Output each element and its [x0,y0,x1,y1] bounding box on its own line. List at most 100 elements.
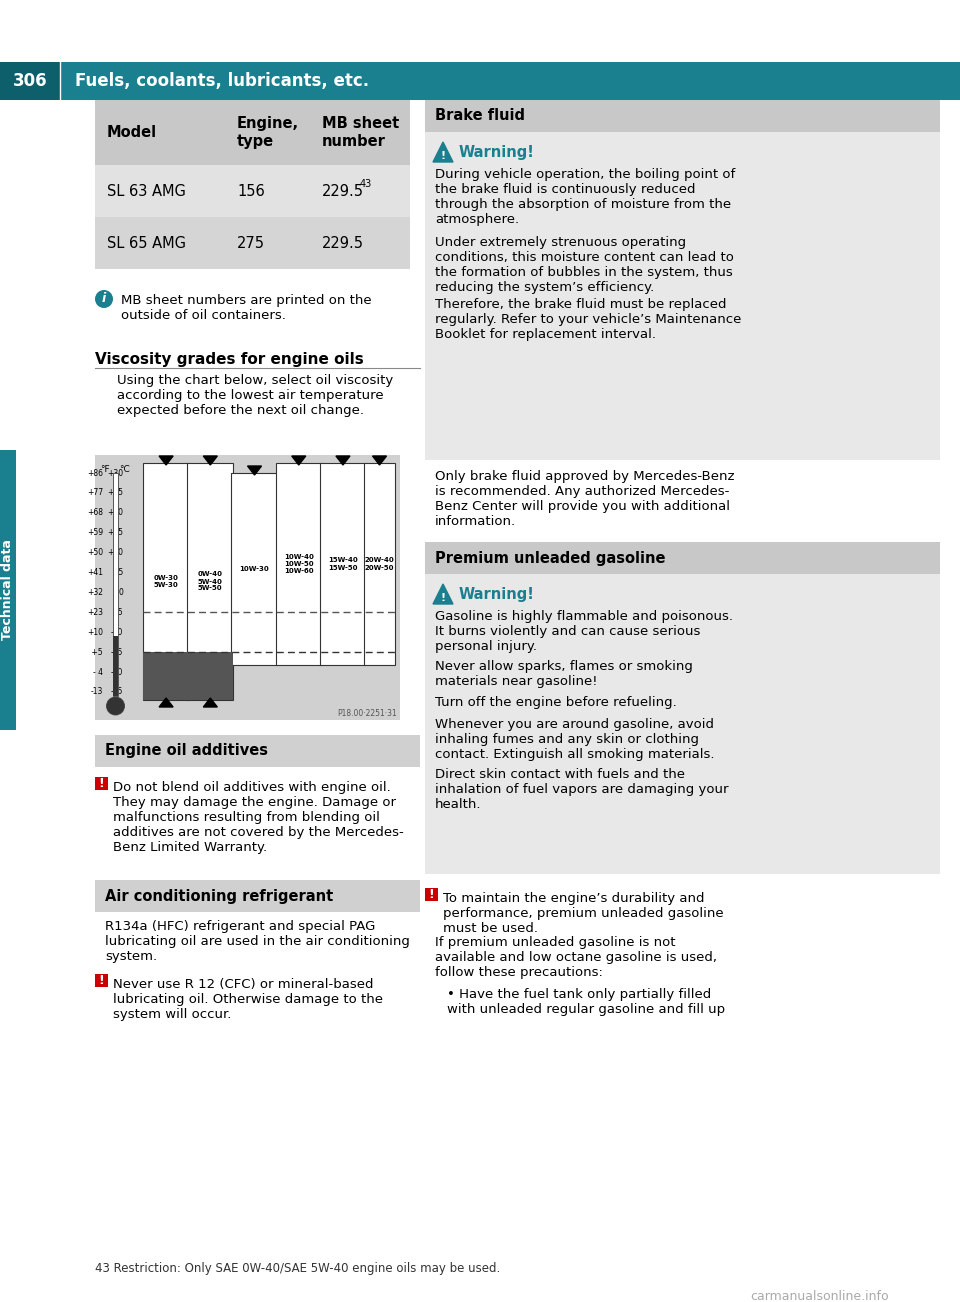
Text: +15: +15 [107,529,123,538]
Text: i: i [102,293,107,306]
Text: To maintain the engine’s durability and
performance, premium unleaded gasoline
m: To maintain the engine’s durability and … [443,892,724,935]
Text: R134a (HFC) refrigerant and special PAG
lubricating oil are used in the air cond: R134a (HFC) refrigerant and special PAG … [105,921,410,963]
Text: Brake fluid: Brake fluid [435,108,525,124]
Polygon shape [248,466,261,475]
Circle shape [107,697,125,715]
Text: !: ! [441,151,445,161]
Text: P18.00·2251·31: P18.00·2251·31 [337,710,397,717]
Polygon shape [159,456,173,465]
Text: +77: +77 [86,488,103,497]
Text: Only brake fluid approved by Mercedes-Benz
is recommended. Any authorized Merced: Only brake fluid approved by Mercedes-Be… [435,470,734,529]
Bar [95,880,420,911]
Circle shape [95,290,113,309]
Text: Never use R 12 (CFC) or mineral-based
lubricating oil. Otherwise damage to the
s: Never use R 12 (CFC) or mineral-based lu… [113,978,383,1021]
Text: +50: +50 [86,548,103,557]
Bar [0,62,960,100]
Bar [95,974,108,987]
Text: !: ! [99,974,105,987]
Text: 10W-30: 10W-30 [240,566,270,572]
Bar [187,464,233,700]
Text: 229.5: 229.5 [322,236,364,250]
Bar [95,454,400,720]
Polygon shape [292,456,305,465]
Text: Under extremely strenuous operating
conditions, this moisture content can lead t: Under extremely strenuous operating cond… [435,236,733,294]
Polygon shape [159,698,173,707]
Text: +10: +10 [87,628,103,637]
Text: !: ! [99,777,105,790]
Text: 43 Restriction: Only SAE 0W-40/SAE 5W-40 engine oils may be used.: 43 Restriction: Only SAE 0W-40/SAE 5W-40… [95,1262,500,1275]
Bar [95,736,420,767]
Polygon shape [433,585,453,604]
Text: °F: °F [100,465,109,474]
Text: Whenever you are around gasoline, avoid
inhaling fumes and any skin or clothing
: Whenever you are around gasoline, avoid … [435,717,714,760]
Bar [425,132,940,460]
Text: If premium unleaded gasoline is not
available and low octane gasoline is used,
f: If premium unleaded gasoline is not avai… [435,936,717,979]
Text: Turn off the engine before refueling.: Turn off the engine before refueling. [435,697,677,710]
Text: -20: -20 [110,668,123,677]
Text: 20W-40
20W-50: 20W-40 20W-50 [365,557,395,570]
Text: MB sheet numbers are printed on the
outside of oil containers.: MB sheet numbers are printed on the outs… [121,294,372,322]
Bar [231,473,277,665]
Text: 229.5: 229.5 [322,184,364,198]
Text: Engine oil additives: Engine oil additives [105,743,268,759]
Text: +59: +59 [86,529,103,538]
Text: During vehicle operation, the boiling point of
the brake fluid is continuously r: During vehicle operation, the boiling po… [435,168,735,227]
Text: Gasoline is highly flammable and poisonous.
It burns violently and can cause ser: Gasoline is highly flammable and poisono… [435,611,733,654]
Bar [113,637,118,697]
Text: +20: +20 [107,508,123,517]
Bar [187,652,233,700]
Bar [320,464,366,665]
Text: Warning!: Warning! [459,145,535,160]
Text: +5: +5 [111,568,123,577]
Polygon shape [204,698,217,707]
Text: +30: +30 [107,469,123,478]
Bar [143,652,189,700]
Text: +25: +25 [107,488,123,497]
Polygon shape [372,456,387,465]
Text: 43: 43 [360,178,372,189]
Text: Fuels, coolants, lubricants, etc.: Fuels, coolants, lubricants, etc. [75,72,370,90]
Text: Warning!: Warning! [459,586,535,602]
Bar [95,165,410,217]
Text: Technical data: Technical data [2,539,14,641]
Text: -13: -13 [90,687,103,697]
Text: +41: +41 [87,568,103,577]
Text: !: ! [441,592,445,603]
Text: +10: +10 [107,548,123,557]
Bar [425,574,940,874]
Text: Therefore, the brake fluid must be replaced
regularly. Refer to your vehicle’s M: Therefore, the brake fluid must be repla… [435,298,741,341]
Bar [276,464,322,665]
Bar [425,888,438,901]
Circle shape [107,697,125,715]
Text: +68: +68 [87,508,103,517]
Text: • Have the fuel tank only partially filled
with unleaded regular gasoline and fi: • Have the fuel tank only partially fill… [447,988,725,1016]
Bar [95,777,108,790]
Text: carmanualsonline.info: carmanualsonline.info [750,1290,889,1302]
Text: 0W-30
5W-30: 0W-30 5W-30 [154,575,179,589]
Text: MB sheet
number: MB sheet number [322,116,399,148]
Text: SL 63 AMG: SL 63 AMG [107,184,186,198]
Text: 306: 306 [12,72,47,90]
Text: Premium unleaded gasoline: Premium unleaded gasoline [435,551,665,565]
Bar [425,100,940,132]
Polygon shape [433,142,453,161]
Text: -5: -5 [115,608,123,617]
Text: +86: +86 [87,469,103,478]
Text: !: ! [428,888,434,901]
Text: 15W-40
15W-50: 15W-40 15W-50 [328,557,358,570]
Text: +32: +32 [87,589,103,596]
Text: 0W-40
5W-40
5W-50: 0W-40 5W-40 5W-50 [198,572,223,591]
Text: Direct skin contact with fuels and the
inhalation of fuel vapors are damaging yo: Direct skin contact with fuels and the i… [435,768,729,811]
Text: +5: +5 [89,647,103,656]
Bar [113,473,118,697]
Text: Never allow sparks, flames or smoking
materials near gasoline!: Never allow sparks, flames or smoking ma… [435,660,693,687]
Polygon shape [204,456,217,465]
Text: Using the chart below, select oil viscosity
according to the lowest air temperat: Using the chart below, select oil viscos… [117,374,394,417]
Text: 0: 0 [118,589,123,596]
Text: -25: -25 [110,687,123,697]
Text: -15: -15 [110,647,123,656]
Text: +23: +23 [87,608,103,617]
Bar [0,450,16,730]
Bar [95,100,410,165]
Text: - 4: - 4 [93,668,103,677]
